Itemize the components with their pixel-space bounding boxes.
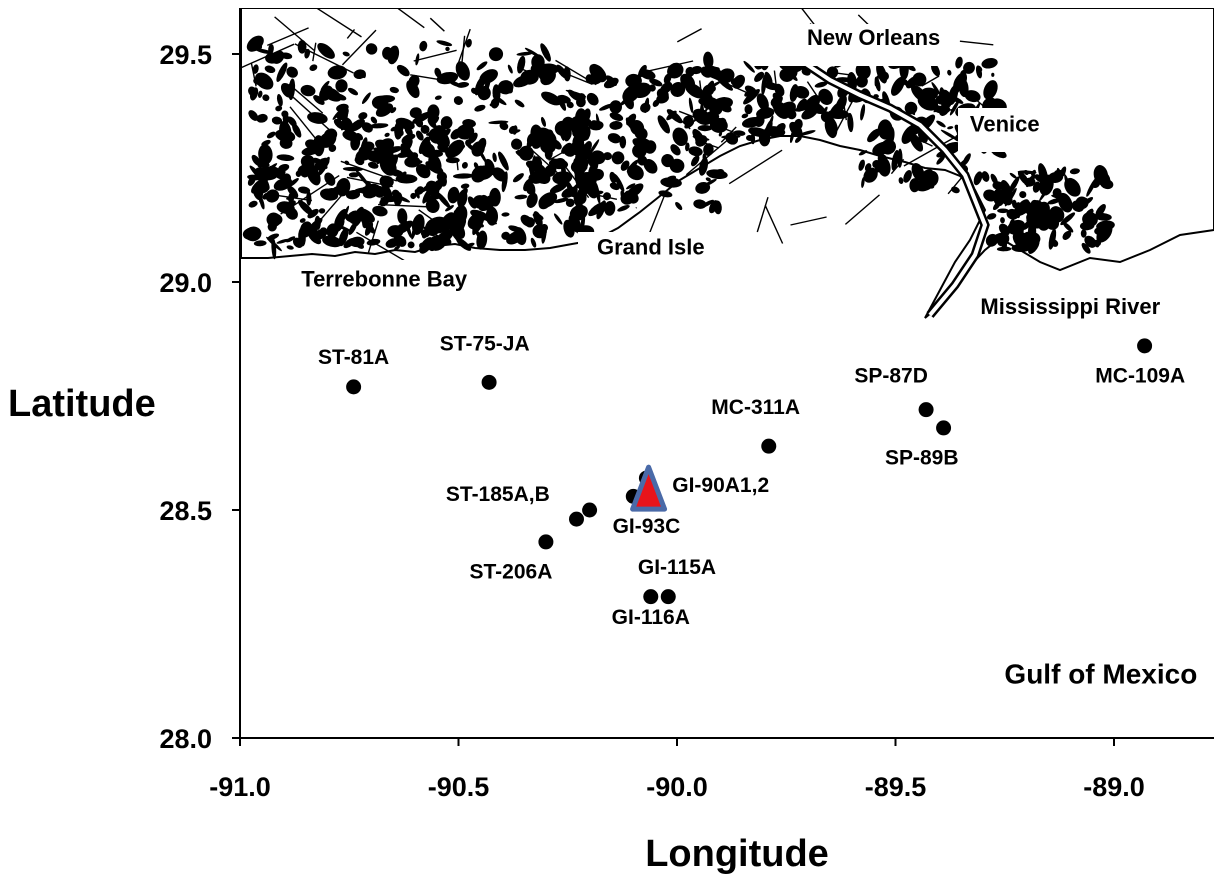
station-label: ST-206A [470,560,553,583]
place-label: Terrebonne Bay [301,267,468,292]
station-label: MC-311A [711,396,800,419]
y-tick-label: 29.5 [159,40,212,70]
station-point [346,379,362,395]
station-label: ST-185A,B [446,483,550,506]
station-label: SP-87D [854,364,928,387]
station-point [582,502,598,518]
station-label: GI-93C [613,515,681,538]
x-tick-label: -90.5 [428,772,490,802]
y-tick-group: 28.0 28.5 29.0 29.5 [159,40,240,754]
y-axis-title: Latitude [8,383,156,425]
place-label: New Orleans [807,25,940,50]
plot-axes [239,8,1214,739]
place-label: Mississippi River [980,294,1160,319]
coastline-land-mass [241,8,1214,319]
station-label: GI-90A1,2 [672,474,769,497]
x-tick-group: -91.0 -90.5 -90.0 -89.5 -89.0 [209,738,1145,802]
x-tick-label: -91.0 [209,772,271,802]
reference-site-group [630,464,668,512]
station-point [761,438,777,454]
station-label: GI-116A [612,606,690,629]
station-point [643,589,659,605]
station-label: ST-81A [318,346,389,369]
y-tick-label: 28.5 [159,496,212,526]
station-point [660,589,676,605]
station-point [1137,338,1153,354]
station-point [568,511,584,527]
station-point [918,402,934,418]
station-label: SP-89B [885,446,959,469]
x-tick-label: -89.0 [1083,772,1145,802]
place-label: Gulf of Mexico [1004,658,1197,689]
station-point [936,420,952,436]
place-label: Venice [970,112,1040,137]
station-point [481,374,497,390]
x-axis-title: Longitude [645,833,829,875]
station-label: MC-109A [1095,364,1185,387]
x-tick-label: -89.5 [865,772,927,802]
station-group: ST-81A ST-75-JA MC-311A SP-87D SP-89B MC-109A… [318,332,1185,629]
place-label-group: New Orleans Venice Grand Isle Terrebonne Ba… [301,25,1197,689]
place-label: Grand Isle [597,235,705,260]
station-label: GI-115A [638,556,716,579]
station-label: ST-75-JA [440,332,530,355]
y-tick-label: 28.0 [159,724,212,754]
station-point [538,534,554,550]
x-tick-label: -90.0 [646,772,708,802]
y-tick-label: 29.0 [159,268,212,298]
reference-site-triangle [630,464,668,512]
